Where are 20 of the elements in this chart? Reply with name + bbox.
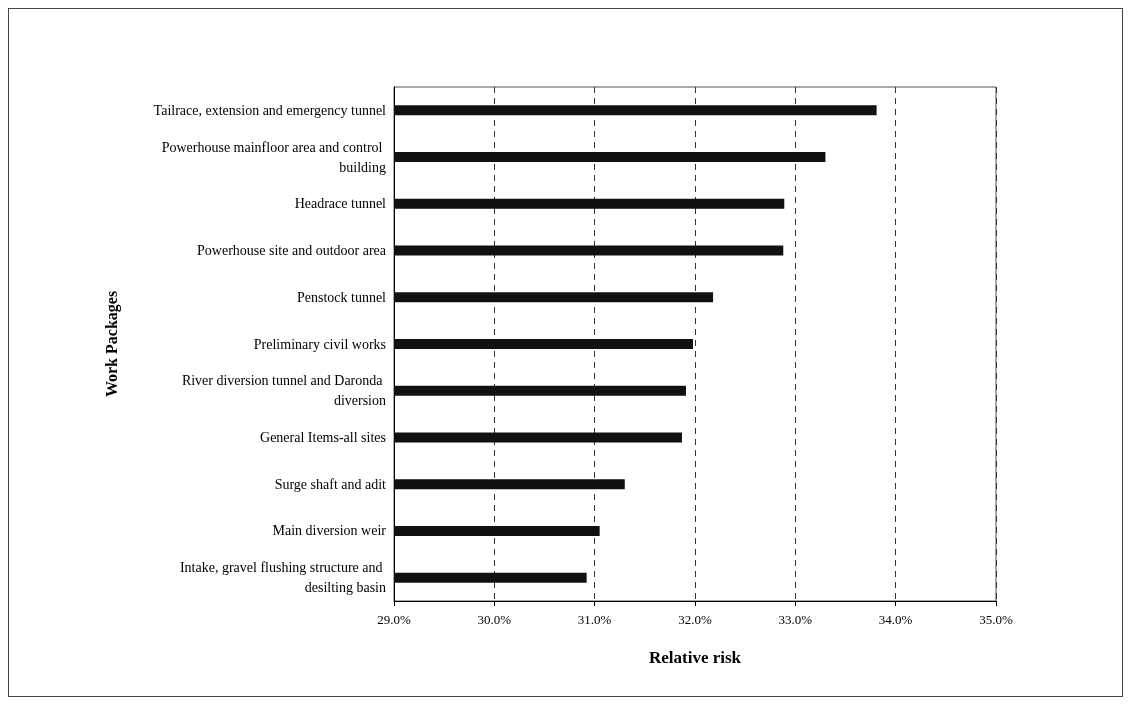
x-tick-label: 33.0% (778, 612, 813, 627)
y-tick-label: Preliminary civil works (253, 336, 386, 352)
y-tick-label: Powerhouse mainfloor area and control building (161, 139, 386, 175)
x-axis-title: Relative risk (648, 648, 742, 667)
y-tick-label: Penstock tunnel (296, 289, 387, 305)
y-tick-label: Main diversion weir (272, 523, 387, 539)
x-tick-label: 31.0% (577, 612, 612, 627)
y-axis-title: Work Packages (102, 290, 121, 398)
y-tick-label: Intake, gravel flushing structure and desilting basin (179, 560, 386, 596)
x-tick-label: 30.0% (477, 612, 512, 627)
y-tick-label: Surge shaft and adit (274, 476, 387, 492)
x-tick-label: 29.0% (377, 612, 411, 627)
y-tick-label: River diversion tunnel and Daronda diversion (181, 373, 386, 409)
y-tick-label: Tailrace, extension and emergency tunnel (153, 102, 387, 118)
y-tick-label: General Items-all sites (260, 429, 386, 445)
y-tick-label: Headrace tunnel (294, 196, 387, 212)
y-tick-label: Powerhouse site and outdoor area (197, 243, 387, 259)
x-tick-label: 34.0% (878, 612, 913, 627)
x-tick-label: 32.0% (678, 612, 712, 627)
x-tick-label: 35.0% (979, 612, 1013, 627)
